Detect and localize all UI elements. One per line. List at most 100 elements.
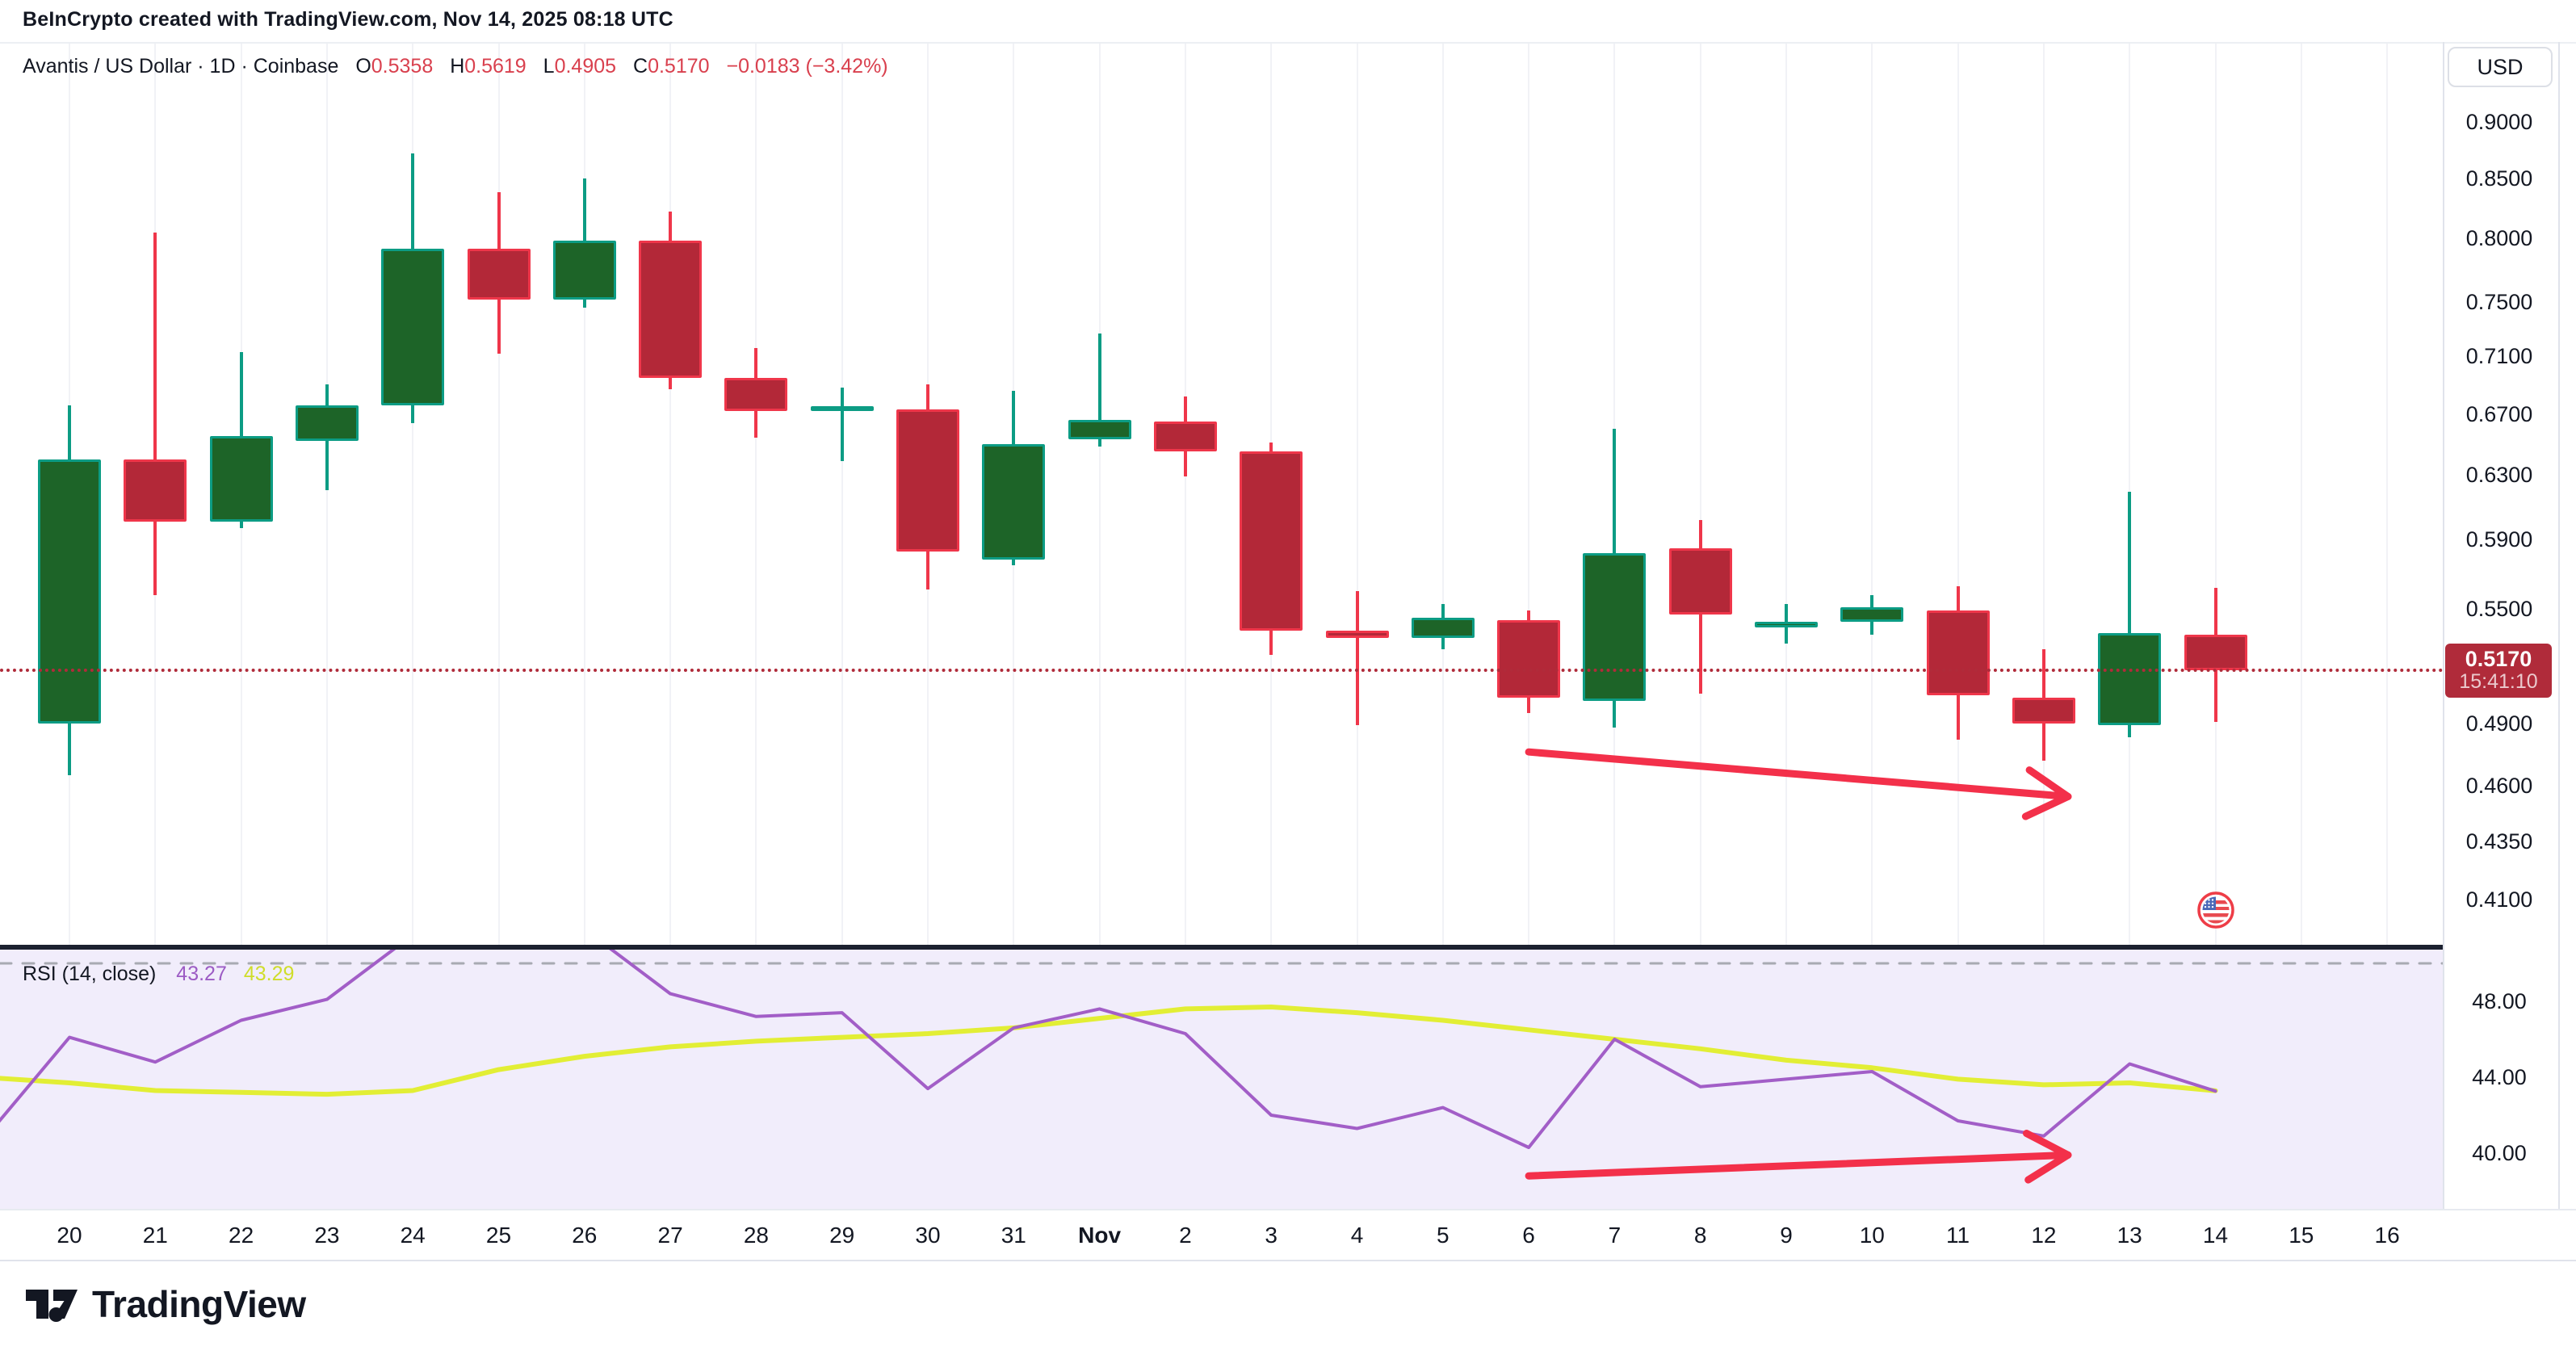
candle[interactable]	[1926, 610, 1990, 696]
candle-wick	[2128, 492, 2132, 738]
gridline	[1184, 44, 1186, 945]
time-tick-label: 27	[657, 1223, 683, 1248]
last-price-tag: 0.5170 15:41:10	[2445, 644, 2552, 698]
time-tick-label: 28	[743, 1223, 769, 1248]
candle[interactable]	[1840, 606, 1904, 622]
gridline	[1699, 44, 1701, 945]
gridline	[2214, 44, 2217, 945]
gridline	[1785, 44, 1787, 945]
price-tick-label: 0.4100	[2465, 887, 2533, 912]
price-tick-label: 0.4900	[2465, 711, 2533, 736]
candle[interactable]	[1497, 619, 1561, 698]
candle[interactable]	[1668, 547, 1732, 615]
time-tick-label: 7	[1608, 1223, 1622, 1248]
time-tick-label: 20	[57, 1223, 82, 1248]
price-tick-label: 0.4600	[2465, 774, 2533, 799]
gridline	[1098, 44, 1101, 945]
candle[interactable]	[1755, 621, 1818, 627]
pane-top-border	[0, 42, 2576, 44]
symbol-legend: Avantis / US Dollar · 1D · Coinbase O0.5…	[23, 55, 888, 78]
price-tick-label: 0.8000	[2465, 226, 2533, 251]
candle[interactable]	[639, 241, 703, 378]
gridline	[2300, 44, 2302, 945]
usd-flag-icon	[2196, 891, 2234, 933]
attribution-text: BeInCrypto created with TradingView.com,…	[23, 8, 673, 31]
candle[interactable]	[2098, 632, 2162, 726]
price-tick-label: 0.8500	[2465, 166, 2533, 191]
currency-toggle-button[interactable]: USD	[2448, 47, 2553, 87]
price-tick-label: 0.6700	[2465, 401, 2533, 426]
high-value: 0.5619	[464, 55, 527, 78]
time-tick-label: 4	[1350, 1223, 1364, 1248]
rsi-tick-label: 48.00	[2472, 989, 2527, 1013]
gridline	[755, 44, 757, 945]
candle[interactable]	[38, 459, 101, 724]
tradingview-logo-mark	[26, 1290, 78, 1322]
gridline	[841, 44, 843, 945]
last-price-line	[0, 669, 2445, 672]
gridline	[497, 44, 500, 945]
candle[interactable]	[1325, 631, 1389, 639]
candle[interactable]	[124, 459, 187, 522]
time-tick-label: 3	[1265, 1223, 1278, 1248]
candle[interactable]	[724, 377, 788, 411]
gridline	[325, 44, 328, 945]
candle-wick	[1355, 591, 1359, 726]
time-axis[interactable]	[0, 1209, 2576, 1260]
candle[interactable]	[1583, 552, 1647, 702]
gridline	[669, 44, 672, 945]
open-value: 0.5358	[371, 55, 434, 78]
footer-divider	[0, 1260, 2576, 1261]
candle[interactable]	[1153, 421, 1217, 452]
rsi-value: 43.27	[176, 963, 227, 985]
symbol-title[interactable]: Avantis / US Dollar · 1D · Coinbase	[23, 55, 339, 78]
candle[interactable]	[1411, 618, 1475, 639]
time-tick-label: 30	[915, 1223, 941, 1248]
gridline	[1356, 44, 1358, 945]
low-label: L	[543, 55, 555, 78]
candle[interactable]	[552, 241, 616, 300]
candle[interactable]	[1068, 419, 1131, 439]
rsi-pane[interactable]	[0, 950, 2443, 1209]
candle[interactable]	[381, 248, 445, 405]
close-label: C	[633, 55, 648, 78]
time-tick-label: 21	[142, 1223, 168, 1248]
candle[interactable]	[982, 443, 1046, 560]
candle[interactable]	[1240, 451, 1303, 631]
price-tick-label: 0.5500	[2465, 597, 2533, 622]
gridline	[2386, 44, 2389, 945]
bar-countdown: 15:41:10	[2459, 670, 2538, 693]
rsi-title[interactable]: RSI (14, close)	[23, 963, 157, 985]
candle-wick	[1097, 333, 1101, 447]
candle[interactable]	[209, 436, 273, 522]
price-axis-border	[2443, 42, 2444, 1260]
rsi-plot	[0, 950, 2443, 1184]
rsi-ma-value: 43.29	[243, 963, 295, 985]
time-tick-label: 8	[1693, 1223, 1707, 1248]
tradingview-logo[interactable]: TradingView	[24, 1282, 306, 1326]
tradingview-wordmark: TradingView	[92, 1283, 306, 1325]
time-tick-label: 5	[1437, 1223, 1450, 1248]
time-tick-label: 23	[314, 1223, 340, 1248]
gridline	[1871, 44, 1873, 945]
candle[interactable]	[810, 406, 874, 412]
time-tick-label: 31	[1001, 1223, 1026, 1248]
time-tick-label: 15	[2289, 1223, 2314, 1248]
candle[interactable]	[295, 405, 359, 441]
price-tick-label: 0.7100	[2465, 344, 2533, 369]
time-tick-label: 22	[229, 1223, 254, 1248]
low-value: 0.4905	[554, 55, 617, 78]
pane-separator[interactable]	[0, 945, 2443, 950]
candle[interactable]	[467, 248, 531, 300]
time-tick-label: 25	[485, 1223, 512, 1248]
candle[interactable]	[896, 409, 959, 552]
candle[interactable]	[2012, 697, 2075, 724]
time-tick-label: 10	[1859, 1223, 1885, 1248]
gridline	[583, 44, 585, 945]
last-price-value: 0.5170	[2465, 647, 2532, 671]
price-tick-label: 0.7500	[2465, 290, 2533, 315]
time-tick-label: 29	[829, 1223, 855, 1248]
close-value: 0.5170	[648, 55, 710, 78]
candle-wick	[153, 232, 157, 595]
